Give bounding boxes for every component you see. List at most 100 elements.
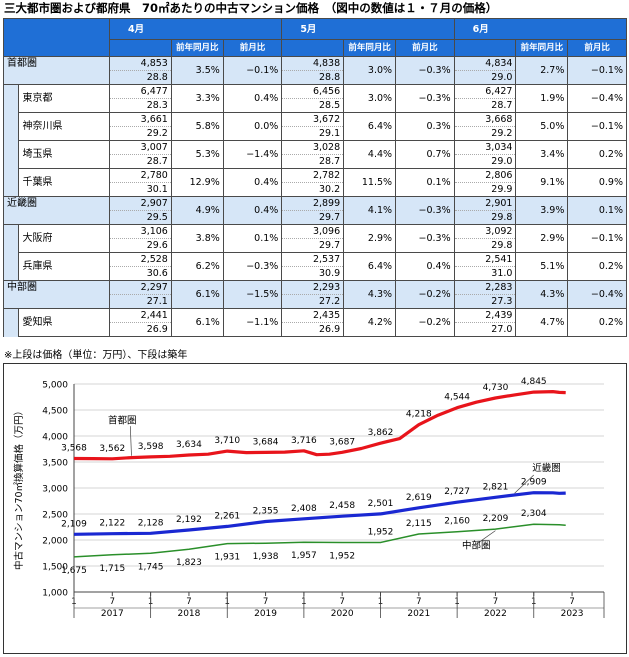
age-cell: 30.6 (110, 267, 172, 281)
data-label: 1,675 (61, 566, 87, 576)
mom-cell: −0.1% (223, 57, 282, 85)
mom-cell: 0.2% (568, 141, 627, 169)
data-label: 2,909 (521, 478, 547, 488)
price-cell: 2,435 (282, 309, 344, 323)
yoy-cell: 4.9% (171, 197, 223, 225)
data-label: 3,710 (214, 436, 240, 446)
data-label: 2,122 (99, 519, 125, 529)
data-label: 2,501 (368, 499, 394, 509)
age-cell: 29.8 (454, 211, 516, 225)
price-cell: 3,106 (110, 225, 172, 239)
age-cell: 29.5 (110, 211, 172, 225)
prefecture-name: 千葉県 (19, 169, 110, 197)
yoy-cell: 11.5% (344, 169, 396, 197)
age-cell: 29.2 (110, 127, 172, 141)
mom-cell: −0.3% (396, 57, 455, 85)
yoy-cell: 6.4% (344, 113, 396, 141)
y-axis-label: 中古マンション70㎡換算価格（万円） (13, 406, 25, 570)
indent-cell (4, 309, 19, 337)
mom-cell: 0.3% (396, 113, 455, 141)
age-cell: 28.5 (282, 99, 344, 113)
x-year-label: 2023 (561, 609, 584, 619)
header-blank (110, 40, 172, 57)
indent-cell (4, 253, 19, 281)
age-cell: 27.0 (454, 323, 516, 337)
mom-cell: −1.1% (223, 309, 282, 337)
price-cell: 2,293 (282, 281, 344, 295)
age-cell: 29.9 (454, 183, 516, 197)
x-month-label: 7 (110, 597, 115, 607)
yoy-cell: 4.3% (344, 281, 396, 309)
age-cell: 28.8 (110, 71, 172, 85)
age-cell: 29.7 (282, 211, 344, 225)
month-header: 6月 (454, 19, 626, 40)
leader-line (130, 426, 131, 456)
age-cell: 29.2 (454, 127, 516, 141)
yoy-cell: 5.3% (171, 141, 223, 169)
price-cell: 3,096 (282, 225, 344, 239)
indent-cell (4, 113, 19, 141)
mom-cell: −0.1% (568, 225, 627, 253)
data-label: 2,821 (483, 482, 509, 492)
price-cell: 2,439 (454, 309, 516, 323)
mom-cell: 0.4% (223, 169, 282, 197)
data-label: 2,209 (483, 514, 509, 524)
data-label: 2,458 (329, 501, 355, 511)
prefecture-name: 大阪府 (19, 225, 110, 253)
data-label: 2,192 (176, 515, 202, 525)
age-cell: 28.7 (110, 155, 172, 169)
data-label: 2,128 (138, 518, 164, 528)
sub-header: 前月比 (568, 40, 627, 57)
age-cell: 30.9 (282, 267, 344, 281)
yoy-cell: 6.1% (171, 281, 223, 309)
data-label: 1,745 (138, 562, 164, 572)
data-label: 2,261 (214, 511, 240, 521)
series-line (74, 524, 566, 557)
mom-cell: −0.3% (396, 225, 455, 253)
yoy-cell: 9.1% (516, 169, 568, 197)
data-label: 4,730 (483, 383, 509, 393)
mom-cell: 0.1% (396, 169, 455, 197)
yoy-cell: 12.9% (171, 169, 223, 197)
x-year-label: 2019 (254, 609, 277, 619)
age-cell: 29.1 (282, 127, 344, 141)
age-cell: 28.7 (454, 99, 516, 113)
data-label: 2,408 (291, 504, 317, 514)
table-note: ※上段は価格（単位：万円）、下段は築年 (4, 346, 187, 361)
x-year-label: 2022 (484, 609, 507, 619)
yoy-cell: 3.0% (344, 57, 396, 85)
age-cell: 30.2 (282, 183, 344, 197)
month-header: 5月 (282, 19, 454, 40)
y-tick-label: 2,000 (42, 537, 68, 547)
yoy-cell: 5.1% (516, 253, 568, 281)
y-tick-label: 4,500 (42, 407, 68, 417)
age-cell: 26.9 (282, 323, 344, 337)
data-label: 3,687 (329, 437, 355, 447)
data-label: 1,957 (291, 551, 317, 561)
x-month-label: 7 (186, 597, 191, 607)
yoy-cell: 4.4% (344, 141, 396, 169)
y-tick-label: 3,500 (42, 459, 68, 469)
data-label: 3,598 (138, 442, 164, 452)
price-cell: 2,441 (110, 309, 172, 323)
yoy-cell: 4.2% (344, 309, 396, 337)
indent-cell (4, 169, 19, 197)
yoy-cell: 5.0% (516, 113, 568, 141)
data-label: 1,823 (176, 558, 202, 568)
mom-cell: −0.4% (568, 85, 627, 113)
price-cell: 2,901 (454, 197, 516, 211)
mom-cell: −0.1% (568, 57, 627, 85)
price-cell: 2,782 (282, 169, 344, 183)
x-month-label: 7 (339, 597, 344, 607)
price-cell: 4,834 (454, 57, 516, 71)
data-label: 3,568 (61, 443, 87, 453)
mom-cell: −0.2% (396, 309, 455, 337)
yoy-cell: 3.0% (344, 85, 396, 113)
month-header: 4月 (110, 19, 282, 40)
